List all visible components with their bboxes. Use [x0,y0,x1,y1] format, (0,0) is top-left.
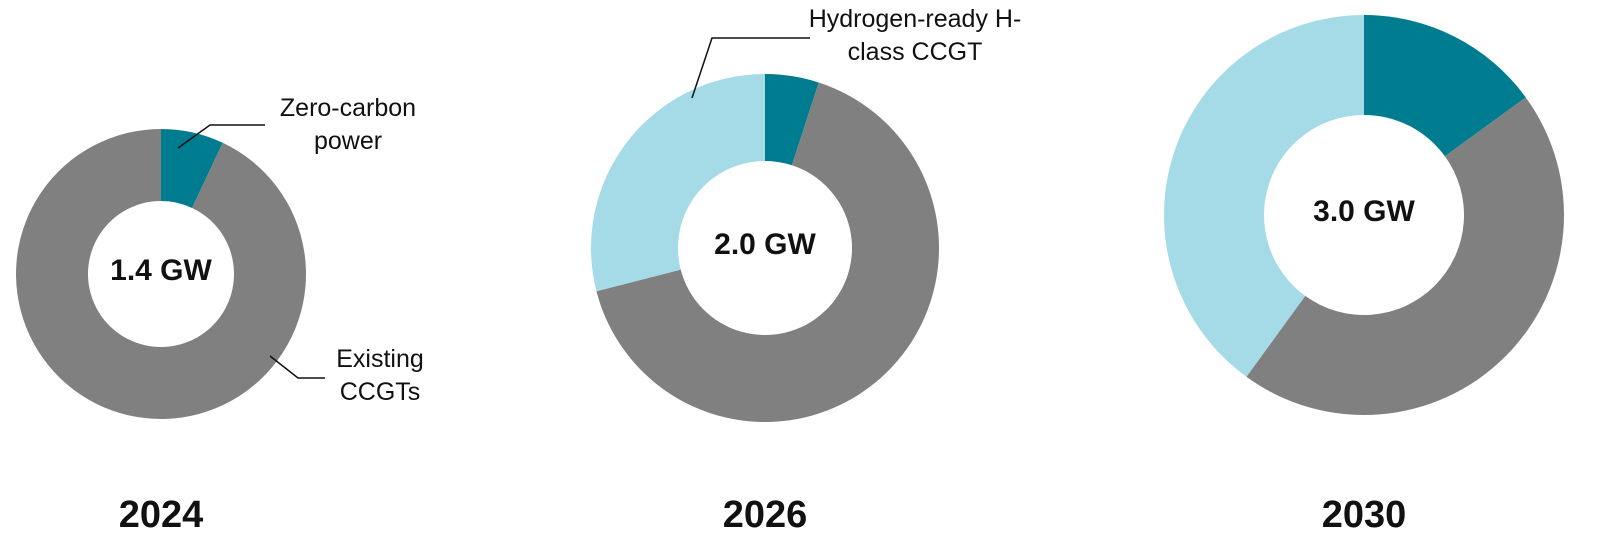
donut-segment [765,74,819,166]
donut-segment [596,82,939,423]
leader-line [177,124,265,149]
chart-title: 2030 [1321,494,1407,536]
donut-segment [591,74,765,292]
chart-title: 2024 [118,494,204,536]
segment-label: Hydrogen-ready H-class CCGT [808,5,1022,66]
leader-line [691,37,810,99]
donut-segment [1246,97,1564,415]
leader-line [269,355,325,379]
donut-segment [161,129,223,208]
donut-segment [1164,15,1364,377]
chart-title: 2026 [722,494,808,536]
donut-segment [1364,15,1526,157]
donut-segment [15,129,307,420]
center-label: 2.0 GW [714,228,816,261]
segment-label: Existing CCGTs [336,345,424,406]
center-label: 3.0 GW [1313,195,1415,228]
segment-label: Zero-carbon power [279,94,417,155]
center-label: 1.4 GW [110,254,212,287]
